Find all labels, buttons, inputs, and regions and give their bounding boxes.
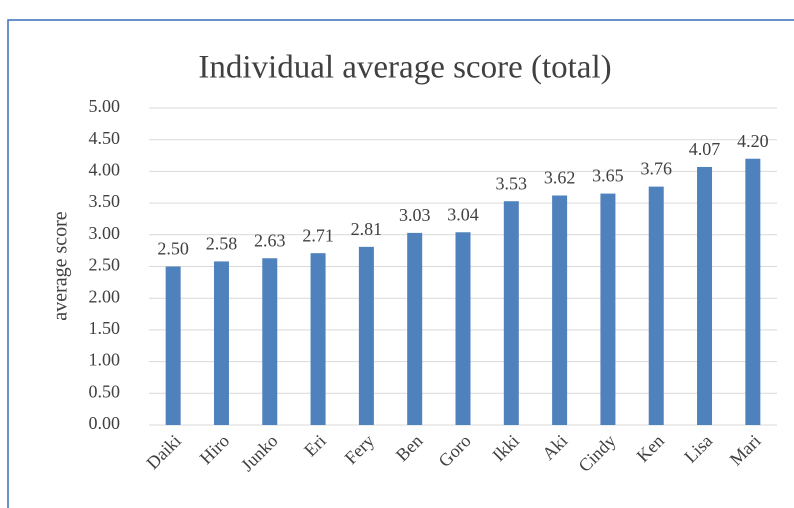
x-tick-label: Aki — [538, 431, 571, 464]
x-tick-label: Hiro — [196, 431, 233, 468]
y-tick-label: 1.00 — [89, 350, 121, 370]
y-tick-label: 2.00 — [89, 286, 121, 306]
bar — [310, 253, 326, 425]
y-tick-label: 1.50 — [89, 318, 121, 338]
x-tick-label: Ikki — [488, 431, 523, 466]
y-tick-label: 4.00 — [89, 160, 121, 180]
bar — [407, 232, 423, 425]
data-label: 2.81 — [351, 219, 383, 239]
x-tick-label: Ben — [392, 431, 427, 466]
data-label: 4.20 — [737, 131, 769, 151]
x-tick-label: Junko — [237, 431, 282, 476]
data-label: 2.63 — [254, 230, 286, 250]
data-label: 2.50 — [157, 239, 189, 259]
data-label: 3.03 — [399, 205, 431, 225]
bar — [262, 258, 278, 425]
bar — [600, 193, 616, 425]
data-label: 3.04 — [447, 204, 479, 224]
bar — [503, 201, 519, 425]
y-tick-label: 3.00 — [89, 223, 121, 243]
bar — [213, 261, 229, 425]
y-tick-label: 0.50 — [89, 381, 121, 401]
x-tick-label: Mari — [726, 431, 765, 470]
x-tick-label: Goro — [434, 431, 474, 471]
bar — [745, 158, 761, 425]
data-label: 3.65 — [592, 166, 624, 186]
y-tick-label: 0.00 — [89, 413, 121, 433]
y-axis-label: average score — [50, 211, 72, 320]
bar — [697, 166, 713, 425]
y-tick-label: 3.50 — [89, 191, 121, 211]
bar — [165, 266, 181, 425]
data-label: 3.62 — [544, 168, 576, 188]
x-tick-label: Daiki — [142, 431, 184, 473]
y-tick-label: 2.50 — [89, 255, 121, 275]
data-label: 3.76 — [640, 159, 672, 179]
y-tick-label: 4.50 — [89, 128, 121, 148]
data-label: 3.53 — [496, 173, 528, 193]
bar — [455, 232, 471, 425]
x-tick-label: Ken — [633, 431, 668, 466]
chart-title: Individual average score (total) — [198, 50, 611, 86]
x-tick-label: Cindy — [574, 431, 619, 476]
y-tick-label: 5.00 — [89, 96, 121, 116]
chart-frame — [7, 19, 794, 508]
data-label: 2.71 — [302, 225, 334, 245]
x-tick-label: Eri — [300, 431, 330, 461]
data-label: 2.58 — [206, 234, 238, 254]
bar — [552, 195, 568, 425]
bar — [358, 246, 374, 425]
bar — [648, 186, 664, 425]
data-label: 4.07 — [689, 139, 721, 159]
x-tick-label: Lisa — [680, 431, 716, 467]
x-tick-label: Fery — [341, 431, 378, 468]
